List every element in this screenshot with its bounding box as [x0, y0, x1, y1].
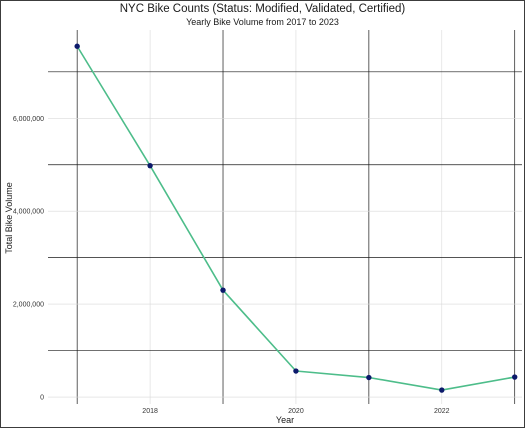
- x-tick-label: 2018: [142, 408, 158, 415]
- data-point: [439, 387, 445, 393]
- y-tick-label: 2,000,000: [13, 302, 44, 309]
- series-layer: [74, 43, 518, 393]
- y-tick-label: 6,000,000: [13, 116, 44, 123]
- x-tick-label: 2020: [288, 408, 304, 415]
- chart-title: NYC Bike Counts (Status: Modified, Valid…: [119, 3, 406, 15]
- data-point: [366, 374, 372, 381]
- data-point: [293, 368, 299, 374]
- chart-subtitle: Yearly Bike Volume from 2017 to 2023: [186, 17, 339, 27]
- x-tick-label: 2022: [434, 408, 450, 415]
- data-point: [147, 162, 153, 169]
- y-tick-label: 4,000,000: [13, 209, 44, 216]
- data-point: [512, 374, 518, 380]
- data-point: [74, 43, 80, 49]
- axis-labels: 2018 2020 2022 0 2,000,000 4,000,000 6,000,000: [13, 116, 450, 415]
- data-point: [220, 287, 226, 293]
- grid-lines: [48, 30, 522, 404]
- y-axis-title: Total Bike Volume: [4, 182, 14, 254]
- y-tick-label: 0: [40, 395, 44, 402]
- x-axis-title: Year: [276, 415, 294, 425]
